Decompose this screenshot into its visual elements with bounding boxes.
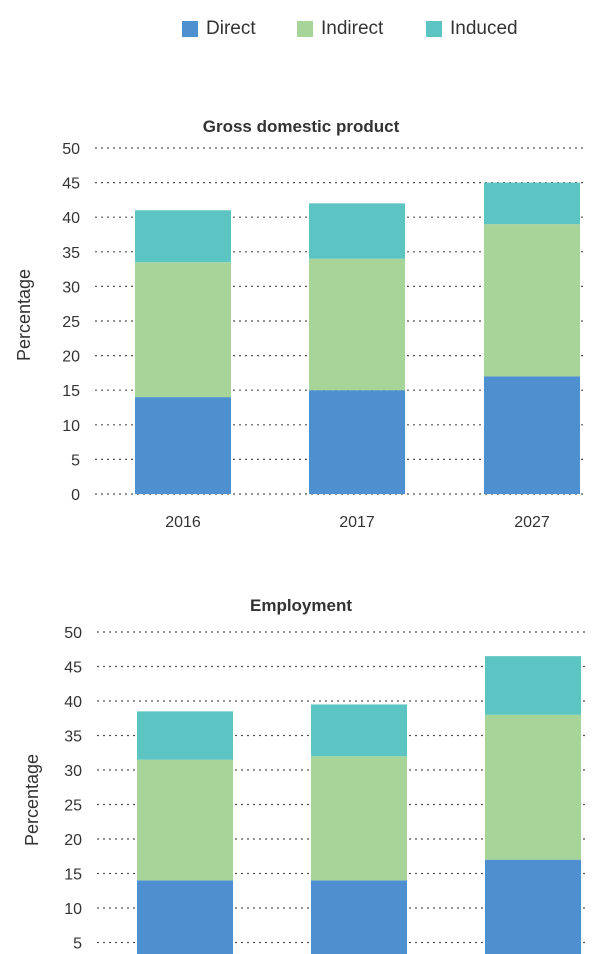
gdp-y-tick-35: 35 — [62, 245, 80, 262]
employment-y-tick-10: 10 — [64, 901, 82, 918]
gdp-bar-indirect-2017 — [309, 258, 405, 391]
legend-item-induced: Induced — [426, 14, 518, 44]
employment-y-tick-45: 45 — [64, 660, 82, 677]
gdp-x-tick-2016: 2016 — [165, 514, 201, 531]
legend-swatch-induced — [426, 21, 442, 37]
gdp-y-tick-5: 5 — [71, 452, 80, 469]
gdp-y-tick-10: 10 — [62, 418, 80, 435]
employment-bar-direct-2017 — [311, 880, 407, 954]
gdp-bar-induced-2016 — [135, 210, 231, 263]
employment-y-tick-15: 15 — [64, 867, 82, 884]
legend-swatch-direct — [182, 21, 198, 37]
legend-item-direct: Direct — [182, 14, 256, 44]
gdp-chart: Gross domestic product Percentage 0 5 10 15 20… — [14, 117, 585, 531]
gdp-y-tick-45: 45 — [62, 176, 80, 193]
legend-label-direct: Direct — [206, 18, 256, 39]
gdp-bar-direct-2016 — [135, 397, 231, 494]
gdp-y-tick-30: 30 — [62, 279, 80, 296]
employment-bar-direct-2016 — [137, 880, 233, 954]
employment-bar-indirect-2016 — [137, 759, 233, 881]
gdp-y-axis-title: Percentage — [14, 269, 34, 361]
employment-y-axis-title: Percentage — [22, 754, 42, 846]
employment-bar-induced-2017 — [311, 704, 407, 757]
employment-y-tick-25: 25 — [64, 798, 82, 815]
employment-y-tick-35: 35 — [64, 729, 82, 746]
gdp-bar-induced-2027 — [484, 182, 580, 225]
gdp-y-tick-40: 40 — [62, 210, 80, 227]
employment-y-tick-40: 40 — [64, 694, 82, 711]
gdp-y-tick-50: 50 — [62, 141, 80, 158]
legend: Direct Indirect Induced — [0, 14, 602, 44]
employment-y-tick-30: 30 — [64, 763, 82, 780]
employment-bar-induced-2027 — [485, 656, 581, 715]
gdp-y-tick-15: 15 — [62, 383, 80, 400]
gdp-y-tick-20: 20 — [62, 349, 80, 366]
employment-bar-indirect-2017 — [311, 756, 407, 881]
employment-bar-induced-2016 — [137, 711, 233, 760]
gdp-x-tick-2027: 2027 — [514, 514, 550, 531]
employment-y-tick-5: 5 — [73, 936, 82, 953]
legend-item-indirect: Indirect — [297, 14, 383, 44]
employment-bar-direct-2027 — [485, 859, 581, 954]
gdp-bar-direct-2017 — [309, 390, 405, 494]
gdp-x-tick-2017: 2017 — [339, 514, 375, 531]
legend-label-indirect: Indirect — [321, 18, 384, 39]
gdp-y-tick-0: 0 — [71, 487, 80, 504]
gdp-y-tick-25: 25 — [62, 314, 80, 331]
gdp-bar-induced-2017 — [309, 203, 405, 259]
employment-bar-indirect-2027 — [485, 714, 581, 860]
employment-y-tick-50: 50 — [64, 625, 82, 642]
employment-chart-title: Employment — [250, 596, 352, 615]
gdp-bar-indirect-2027 — [484, 224, 580, 377]
employment-y-tick-20: 20 — [64, 832, 82, 849]
gdp-bar-direct-2027 — [484, 376, 580, 494]
gdp-bar-indirect-2016 — [135, 262, 231, 398]
gdp-chart-title: Gross domestic product — [203, 117, 400, 136]
employment-chart: Employment Percentage 5 10 15 20 25 30 35 40 45 50 — [22, 596, 585, 954]
legend-label-induced: Induced — [450, 18, 518, 39]
legend-swatch-indirect — [297, 21, 313, 37]
